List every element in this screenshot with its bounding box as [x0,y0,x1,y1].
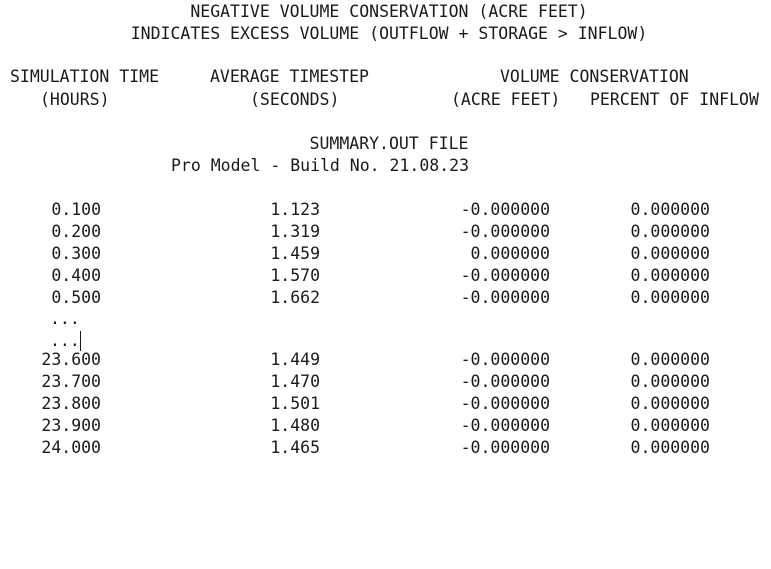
table-row: 23.700 1.470 -0.000000 0.000000 [0,371,771,393]
summary-document: NEGATIVE VOLUME CONSERVATION (ACRE FEET)… [0,1,771,459]
time-cell: 23.800 [41,394,101,413]
volume-cell: -0.000000 [460,266,550,285]
table-row: 23.600 1.449 -0.000000 0.000000 [0,349,771,371]
header-line-2: INDICATES EXCESS VOLUME (OUTFLOW + STORA… [0,23,771,45]
timestep-cell: 1.662 [270,288,320,307]
table-row: 0.100 1.123 -0.000000 0.000000 [0,199,771,221]
volume-cell: 0.000000 [470,244,550,263]
table-row: 24.000 1.465 -0.000000 0.000000 [0,437,771,459]
timestep-cell: 1.470 [270,372,320,391]
time-cell: 23.600 [41,350,101,369]
step-column-title: AVERAGE TIMESTEP [210,67,369,86]
percent-cell: 0.000000 [630,222,710,241]
step-column-unit: (SECONDS) [250,90,340,109]
ellipsis-line: ... [0,330,771,352]
column-titles: SIMULATION TIME AVERAGE TIMESTEP VOLUME … [0,66,771,88]
volume-cell: -0.000000 [460,200,550,219]
table-row: 0.400 1.570 -0.000000 0.000000 [0,265,771,287]
percent-cell: 0.000000 [630,200,710,219]
timestep-cell: 1.501 [270,394,320,413]
time-cell: 0.400 [51,266,101,285]
timestep-cell: 1.465 [270,438,320,457]
volume-column-title: VOLUME CONSERVATION [500,67,689,86]
build-info: Pro Model - Build No. 21.08.23 [170,156,470,175]
header-title: NEGATIVE VOLUME CONSERVATION (ACRE FEET) [190,2,588,21]
time-cell: 23.900 [41,416,101,435]
table-row: 0.500 1.662 -0.000000 0.000000 [0,287,771,309]
volume-cell: -0.000000 [460,416,550,435]
table-row: 23.900 1.480 -0.000000 0.000000 [0,415,771,437]
time-cell: 0.500 [51,288,101,307]
time-cell: 23.700 [41,372,101,391]
volume-column-unit: (ACRE FEET) [451,90,561,109]
timestep-cell: 1.570 [270,266,320,285]
percent-cell: 0.000000 [630,288,710,307]
header-line-1: NEGATIVE VOLUME CONSERVATION (ACRE FEET) [0,1,771,23]
ellipsis: ... [50,331,80,350]
timestep-cell: 1.319 [270,222,320,241]
volume-cell: -0.000000 [460,350,550,369]
percent-cell: 0.000000 [630,372,710,391]
column-units: (HOURS) (SECONDS) (ACRE FEET) PERCENT OF… [0,89,771,111]
ellipsis-line: ... [0,308,771,330]
header-subtitle: INDICATES EXCESS VOLUME (OUTFLOW + STORA… [130,24,648,43]
file-name: SUMMARY.OUT FILE [309,134,469,153]
table-row: 23.800 1.501 -0.000000 0.000000 [0,393,771,415]
timestep-cell: 1.480 [270,416,320,435]
time-cell: 0.200 [51,222,101,241]
ellipsis: ... [50,309,80,328]
table-row: 0.200 1.319 -0.000000 0.000000 [0,221,771,243]
percent-cell: 0.000000 [630,438,710,457]
time-cell: 0.100 [51,200,101,219]
timestep-cell: 1.459 [270,244,320,263]
timestep-cell: 1.449 [270,350,320,369]
percent-cell: 0.000000 [630,266,710,285]
time-cell: 24.000 [41,438,101,457]
percent-column-unit: PERCENT OF INFLOW [590,90,759,109]
volume-cell: -0.000000 [460,394,550,413]
file-name-line: SUMMARY.OUT FILE [0,133,771,155]
table-row: 0.300 1.459 0.000000 0.000000 [0,243,771,265]
volume-cell: -0.000000 [460,288,550,307]
build-line: Pro Model - Build No. 21.08.23 [0,155,771,177]
time-column-unit: (HOURS) [40,90,110,109]
time-cell: 0.300 [51,244,101,263]
volume-cell: -0.000000 [460,372,550,391]
time-column-title: SIMULATION TIME [10,67,160,86]
timestep-cell: 1.123 [270,200,320,219]
text-cursor [80,331,81,351]
volume-cell: -0.000000 [460,438,550,457]
percent-cell: 0.000000 [630,416,710,435]
volume-cell: -0.000000 [460,222,550,241]
percent-cell: 0.000000 [630,244,710,263]
percent-cell: 0.000000 [630,350,710,369]
percent-cell: 0.000000 [630,394,710,413]
